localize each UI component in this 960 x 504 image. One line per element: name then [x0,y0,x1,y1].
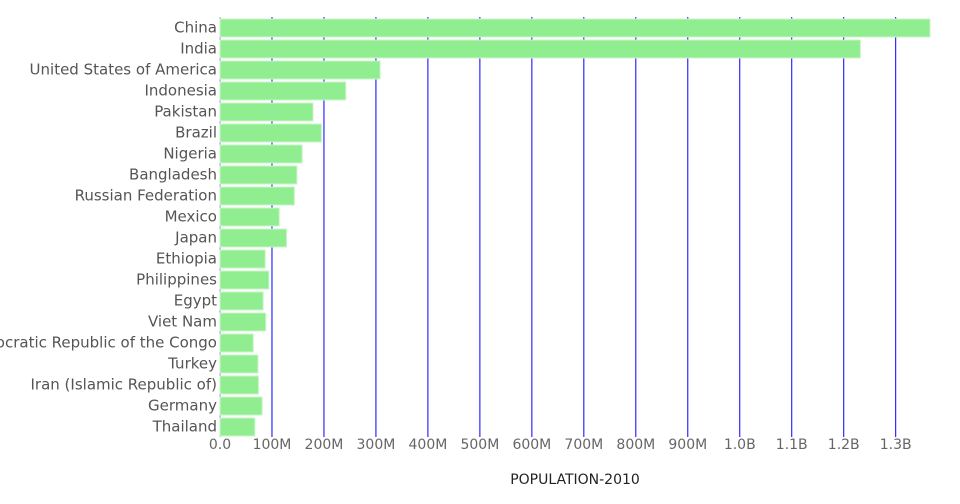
x-tick-label: 0.0 [209,437,231,453]
bars [219,18,931,437]
bar [219,228,288,248]
bar [219,186,295,206]
y-category-label: Turkey [167,355,217,373]
bar [219,39,861,59]
y-category-label: Mexico [165,208,217,226]
bar [219,417,256,437]
bar [219,144,303,164]
bar [219,81,347,101]
x-tick-label: 1.0B [724,437,756,453]
bar [219,102,314,122]
bar [219,249,266,269]
x-tick-label: 1.1B [776,437,808,453]
y-category-label: Nigeria [163,145,217,163]
y-category-label: Brazil [175,124,217,142]
bar [219,354,259,374]
x-tick-label: 800M [616,437,655,453]
y-category-label: United States of America [30,61,217,79]
x-tick-label: 1.2B [828,437,860,453]
bar [219,207,280,227]
x-tick-label: 400M [409,437,448,453]
y-category-label: Thailand [152,418,217,436]
y-category-label: Democratic Republic of the Congo [0,334,217,352]
x-axis-title: POPULATION-2010 [510,472,640,488]
bar [219,375,259,395]
x-axis-ticks: 0.0 100M 200M 300M 400M 500M 600M 700M 800M 900M 1… [209,437,912,453]
y-category-label: Viet Nam [148,313,217,331]
x-tick-label: 700M [564,437,603,453]
y-category-label: Egypt [174,292,217,310]
x-tick-label: 100M [253,437,292,453]
bar [219,312,267,332]
y-axis-labels: China India United States of America Indone… [0,19,217,436]
bar [219,291,264,311]
bar [219,123,322,143]
y-category-label: India [180,40,217,58]
grid-lines [219,17,897,437]
y-category-label: Philippines [136,271,217,289]
bar [219,333,254,353]
x-tick-label: 600M [512,437,551,453]
y-category-label: Japan [174,229,217,247]
y-category-label: Germany [148,397,217,415]
y-category-label: Pakistan [154,103,217,121]
y-category-label: China [174,19,217,37]
x-tick-label: 300M [357,437,396,453]
bar [219,396,263,416]
x-tick-label: 200M [305,437,344,453]
y-category-label: Bangladesh [129,166,217,184]
bar [219,18,931,38]
bar [219,270,270,290]
bar [219,60,381,80]
y-category-label: Iran (Islamic Republic of) [31,376,218,394]
x-tick-label: 900M [668,437,707,453]
x-tick-label: 500M [460,437,499,453]
y-category-label: Russian Federation [75,187,217,205]
bar [219,165,298,185]
y-category-label: Indonesia [144,82,217,100]
y-category-label: Ethiopia [156,250,217,268]
x-tick-label: 1.3B [880,437,912,453]
